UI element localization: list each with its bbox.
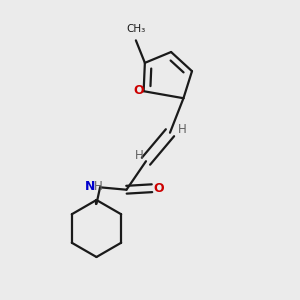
Text: H: H [135, 149, 144, 162]
Text: N: N [85, 180, 96, 193]
Text: O: O [153, 182, 164, 195]
Text: O: O [133, 83, 143, 97]
Text: H: H [94, 180, 102, 193]
Text: H: H [178, 123, 187, 136]
Text: CH₃: CH₃ [127, 24, 146, 34]
